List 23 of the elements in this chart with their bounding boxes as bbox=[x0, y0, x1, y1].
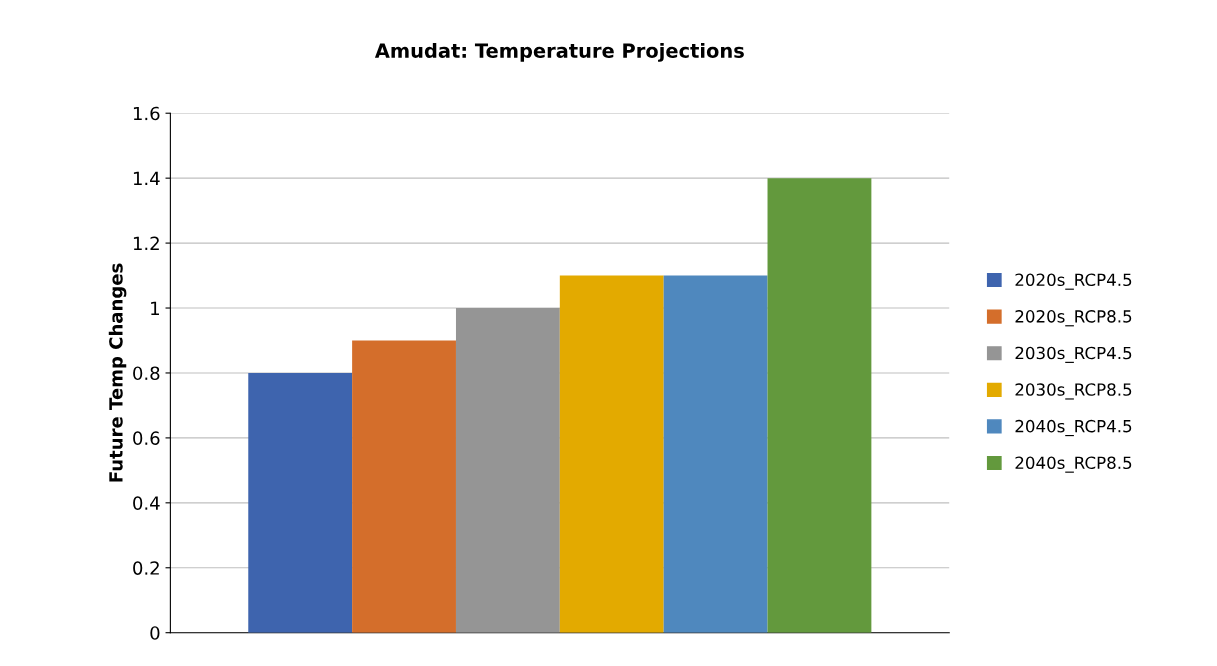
legend-label: 2040s_RCP4.5 bbox=[1015, 419, 1132, 437]
y-tick-label: 0.6 bbox=[133, 431, 160, 446]
y-tick-label: 1 bbox=[151, 301, 159, 315]
bar bbox=[663, 275, 768, 633]
legend-label: 2040s_RCP8.5 bbox=[1015, 456, 1132, 473]
bar bbox=[248, 372, 353, 633]
y-tick-label: 1.4 bbox=[133, 171, 160, 186]
y-axis-title: Future Temp Changes bbox=[108, 263, 127, 482]
bar bbox=[767, 178, 872, 633]
bar bbox=[352, 340, 456, 633]
y-tick-label: 0 bbox=[150, 626, 160, 640]
y-tick-label: 0.8 bbox=[133, 366, 160, 381]
y-tick-label: 0.4 bbox=[133, 496, 160, 510]
y-tick-label: 1.6 bbox=[133, 106, 160, 121]
legend-label: 2030s_RCP4.5 bbox=[1015, 346, 1132, 363]
chart-title: Amudat: Temperature Projections bbox=[374, 42, 744, 62]
legend-label: 2020s_RCP8.5 bbox=[1015, 310, 1132, 327]
legend-label: 2030s_RCP8.5 bbox=[1015, 383, 1132, 400]
y-tick-label: 1.2 bbox=[133, 236, 159, 250]
bar bbox=[559, 275, 664, 633]
legend-label: 2020s_RCP4.5 bbox=[1015, 273, 1132, 290]
y-tick-label: 0.2 bbox=[133, 561, 159, 575]
bar bbox=[455, 308, 560, 633]
